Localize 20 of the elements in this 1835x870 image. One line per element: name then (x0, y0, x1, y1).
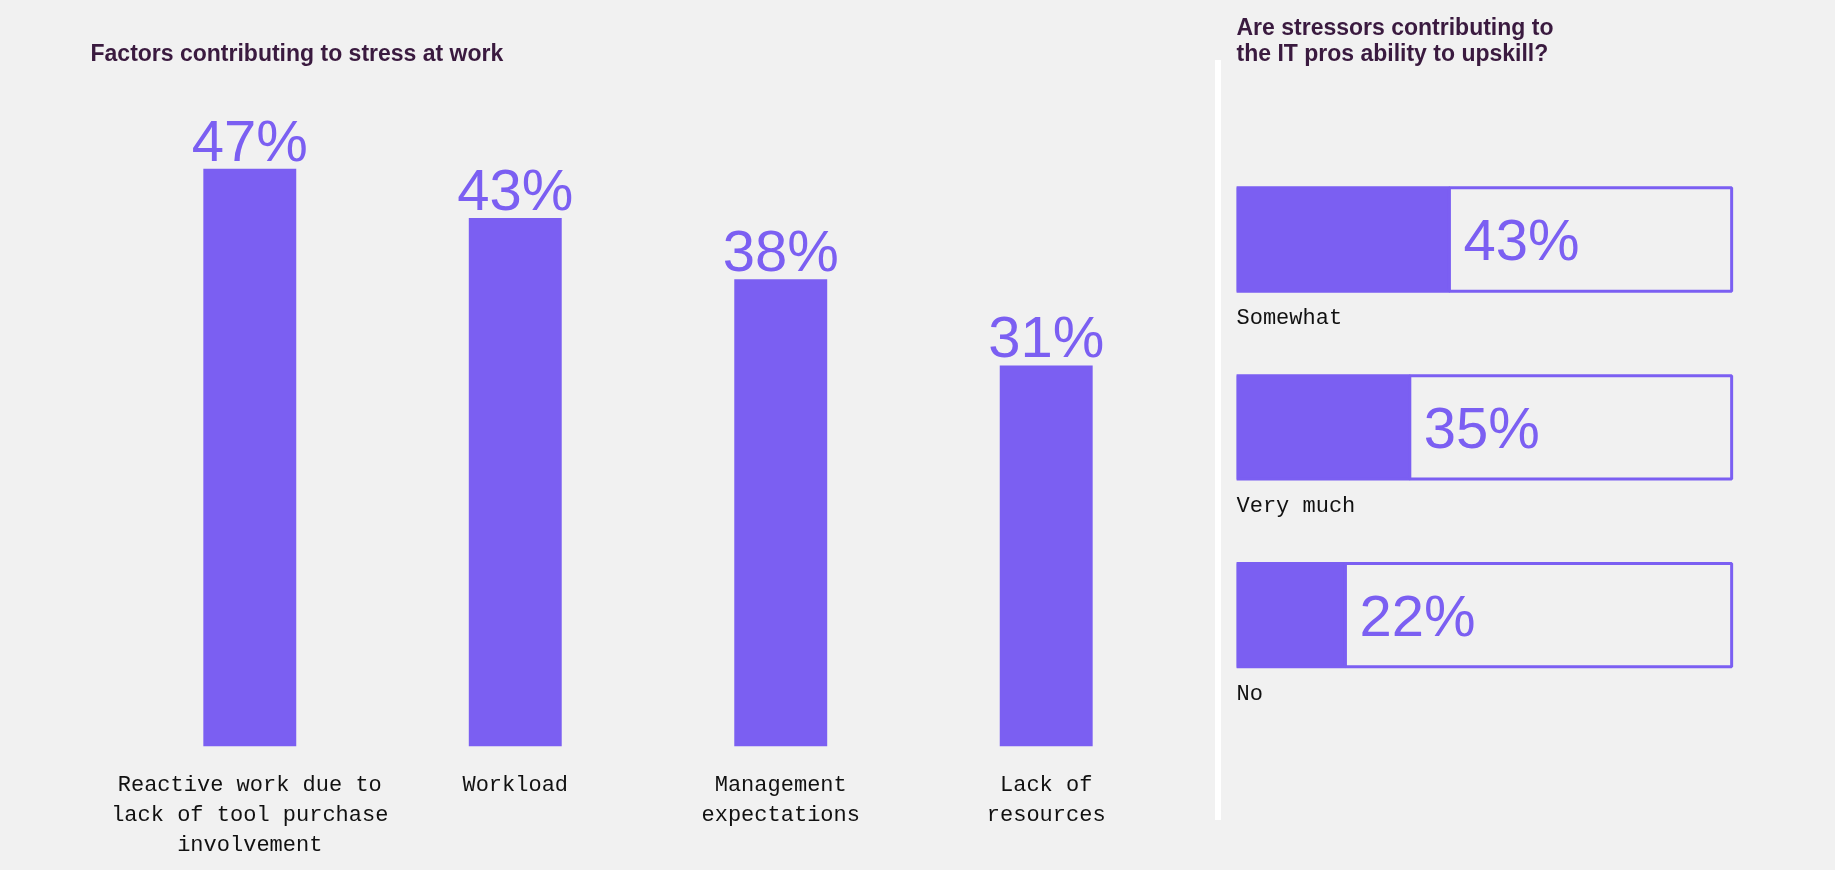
chart-title: Are stressors contributing to the IT pros ability to upskill? (1236, 13, 1554, 66)
x-tick-label: Lack of resources (986, 772, 1106, 828)
x-tick-label: Reactive work due to lack of tool purchase involvement (111, 772, 389, 858)
data-label: 43% (457, 156, 574, 222)
chart-title: Factors contributing to stress at work (90, 39, 504, 66)
bar (734, 279, 828, 747)
x-tick-label: Workload (462, 772, 569, 798)
bar (999, 365, 1093, 747)
data-label: 47% (191, 107, 308, 173)
bar (468, 217, 562, 747)
y-tick-label: No (1236, 681, 1263, 707)
data-label: 38% (722, 218, 839, 284)
data-label: 22% (1359, 582, 1476, 648)
y-tick-label: Very much (1236, 493, 1356, 519)
y-tick-label: Somewhat (1236, 306, 1343, 332)
data-label: 31% (988, 304, 1105, 370)
data-label: 43% (1463, 207, 1580, 272)
data-label: 35% (1423, 394, 1540, 460)
x-tick-label: Management expectations (701, 772, 860, 828)
bar (203, 168, 297, 747)
